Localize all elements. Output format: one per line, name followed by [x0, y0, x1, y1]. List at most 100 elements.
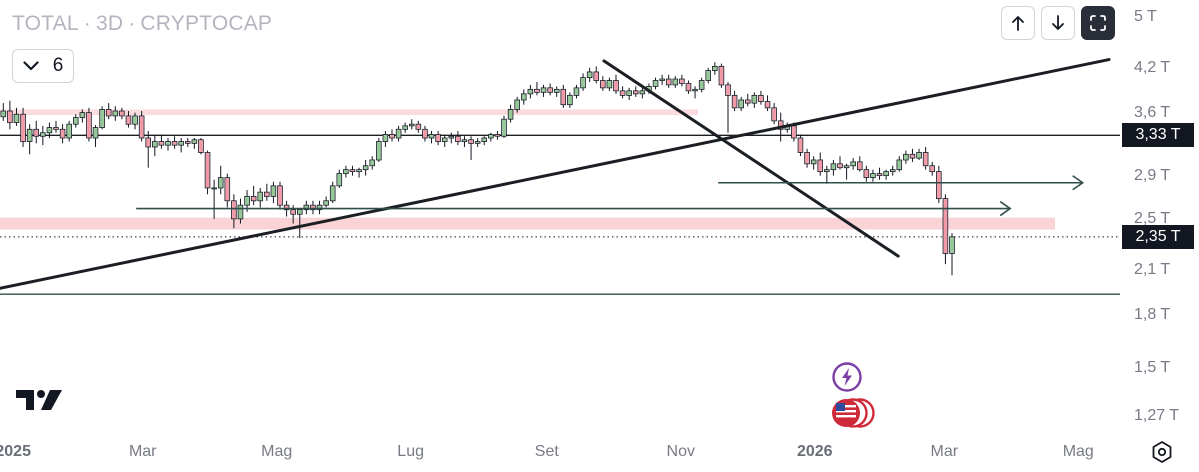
candle	[870, 169, 876, 182]
candle-body	[395, 128, 402, 139]
candle	[613, 74, 619, 94]
candle	[843, 163, 850, 180]
candle-tint	[482, 138, 486, 141]
candle-tint	[377, 142, 381, 160]
candle	[501, 115, 507, 138]
candle-tint	[443, 138, 447, 141]
candle-tint	[522, 94, 526, 100]
candle	[593, 66, 600, 84]
candle	[303, 200, 310, 215]
candle-body	[870, 173, 876, 179]
candle-tint	[706, 71, 710, 80]
price-tick-label: 4,2 T	[1134, 58, 1171, 76]
candle-tint	[93, 128, 98, 138]
candle-body	[408, 123, 415, 127]
candle-body	[132, 115, 138, 125]
candle-body	[441, 137, 448, 142]
indicators-collapse-button[interactable]: 6	[12, 49, 74, 83]
candle	[369, 156, 376, 170]
candle	[685, 80, 692, 94]
candle-body	[494, 134, 501, 137]
candle-tint	[14, 115, 19, 122]
candle-body	[303, 204, 310, 211]
candle-body	[698, 80, 705, 90]
candle	[277, 181, 283, 210]
candle-tint	[61, 130, 65, 138]
candle-tint	[555, 90, 559, 92]
candle-body	[125, 115, 132, 125]
candle-tint	[41, 133, 45, 136]
candle-body	[883, 171, 889, 177]
candle-tint	[74, 118, 78, 124]
candle-body	[59, 128, 66, 139]
candle-body	[211, 187, 217, 190]
candle	[520, 89, 527, 105]
candle-tint	[126, 116, 131, 124]
candle	[145, 131, 152, 168]
candle-tint	[937, 172, 941, 198]
candle-tint	[120, 111, 124, 116]
candle	[382, 131, 389, 147]
candle-tint	[812, 160, 816, 164]
candle-tint	[258, 192, 262, 200]
candle-body	[402, 125, 408, 130]
candle-body	[850, 161, 856, 167]
candle-body	[389, 134, 395, 139]
candle-tint	[100, 110, 104, 127]
candle-body	[257, 191, 264, 202]
candle-body	[316, 204, 323, 211]
candle-tint	[700, 81, 704, 89]
candle-body	[652, 80, 659, 87]
candle-tint	[489, 135, 493, 138]
candle	[356, 167, 362, 178]
candle	[119, 107, 125, 120]
candle-tint	[528, 90, 532, 94]
candle	[389, 129, 395, 142]
candle-tint	[265, 192, 269, 196]
candle	[402, 122, 408, 133]
candle-body	[72, 117, 79, 125]
candle-body	[237, 204, 244, 220]
candle-body	[942, 198, 949, 254]
candle-body	[204, 152, 211, 189]
candle-tint	[910, 155, 915, 158]
candle-tint	[429, 135, 434, 138]
candle-body	[679, 78, 685, 84]
candle-tint	[667, 79, 671, 85]
candle-body	[929, 165, 936, 173]
candle	[224, 173, 231, 208]
resistance-zone-0	[0, 109, 698, 116]
candle-body	[152, 141, 158, 148]
candle-body	[804, 152, 810, 165]
candle-tint	[851, 162, 855, 165]
lightning-event-icon[interactable]	[831, 361, 863, 393]
candle	[567, 92, 573, 108]
candle-tint	[291, 210, 295, 214]
candle-body	[356, 169, 362, 173]
candle-body	[916, 152, 922, 159]
candle	[257, 187, 264, 208]
us-flag-event-icon[interactable]	[829, 396, 877, 430]
candle-body	[231, 200, 237, 220]
candle	[758, 90, 764, 105]
candle-tint	[884, 172, 888, 175]
scroll-up-button[interactable]	[1001, 6, 1035, 40]
candle	[441, 134, 448, 147]
scroll-down-button[interactable]	[1041, 6, 1075, 40]
candle-tint	[311, 205, 315, 209]
candle-body	[178, 141, 184, 146]
candle	[850, 158, 856, 170]
candle-body	[876, 173, 883, 177]
candle-body	[435, 134, 441, 142]
fullscreen-button[interactable]	[1081, 6, 1115, 40]
candle-body	[619, 90, 626, 96]
candle-tint	[594, 72, 598, 80]
settings-icon[interactable]	[1150, 440, 1174, 464]
chart-title: TOTAL · 3D · CRYPTOCAP	[12, 12, 273, 35]
candle-body	[217, 177, 224, 189]
candle-tint	[238, 205, 243, 219]
candle	[0, 103, 7, 121]
candle-body	[343, 169, 349, 175]
candle-body	[198, 139, 204, 153]
